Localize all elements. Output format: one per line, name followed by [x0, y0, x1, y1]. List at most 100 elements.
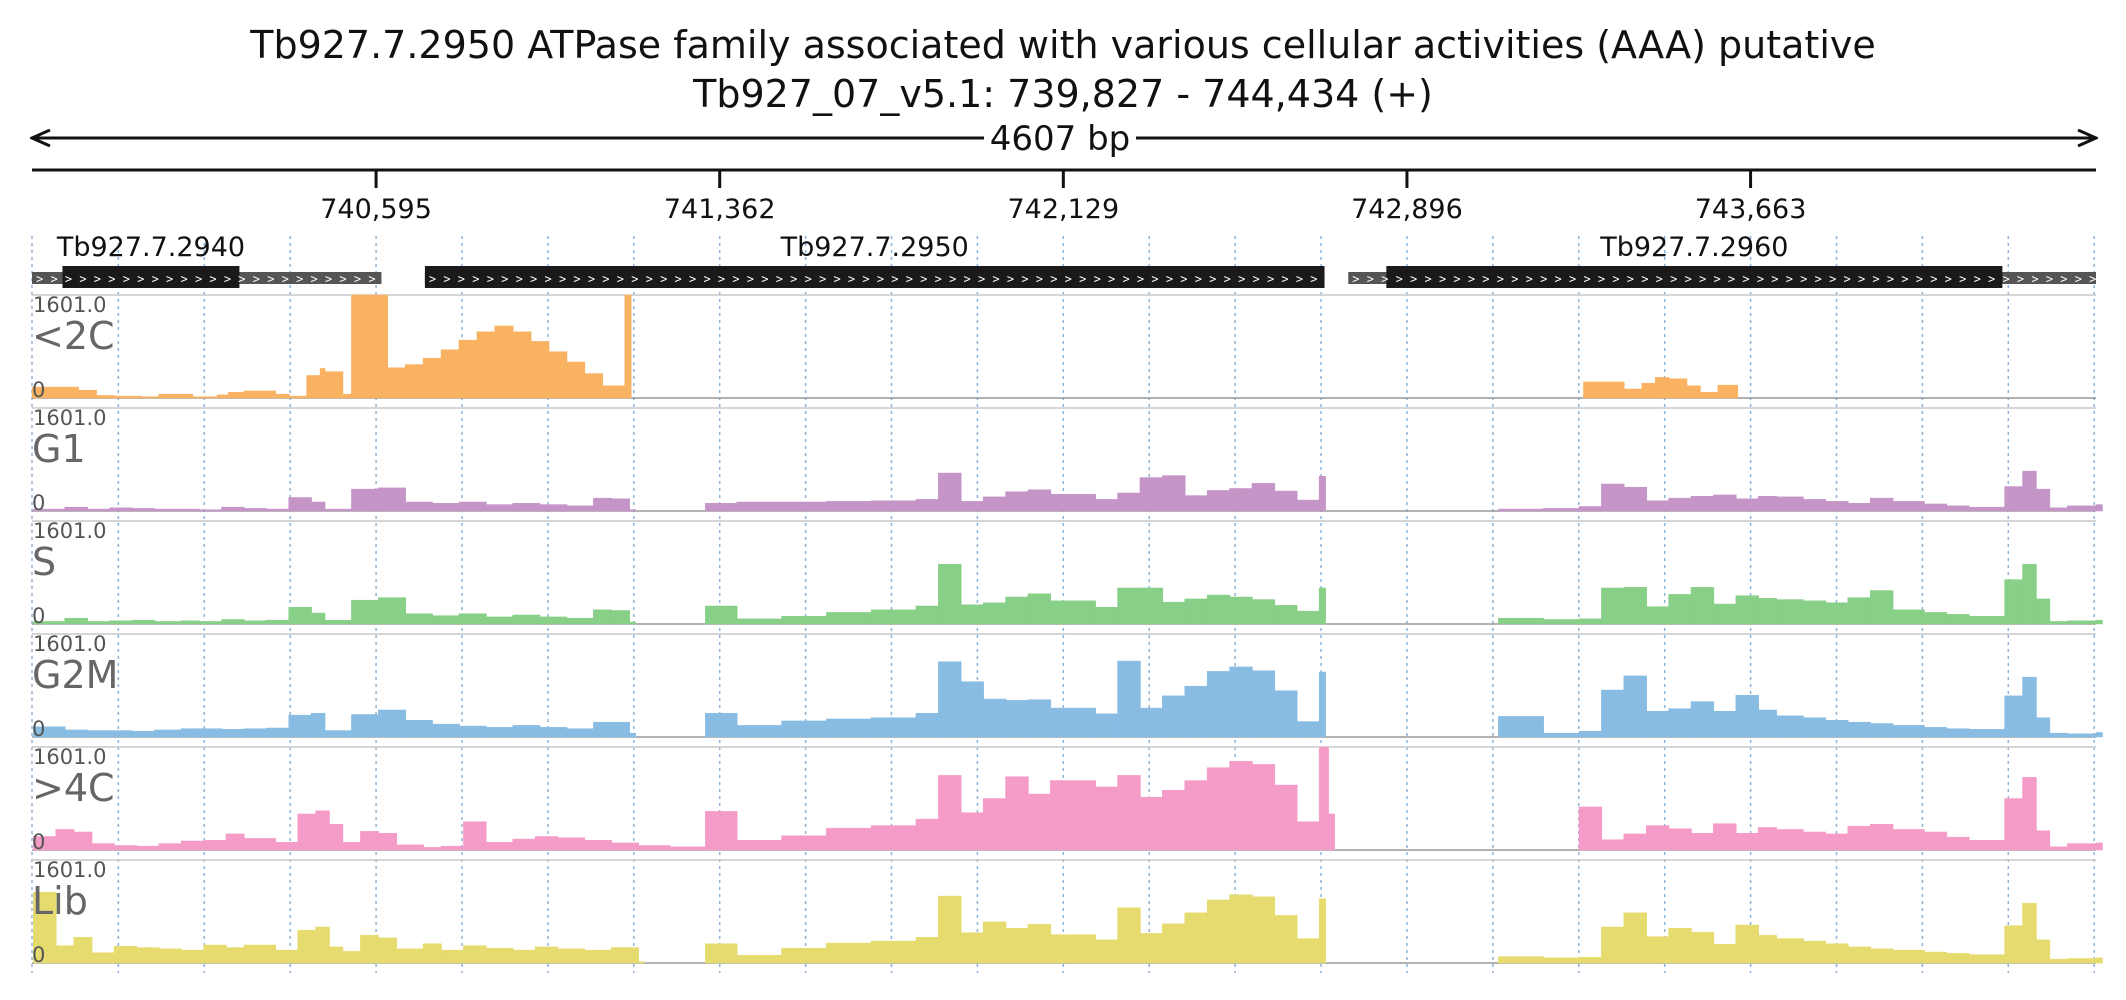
gene-cds	[62, 266, 240, 288]
coverage-bar	[2095, 957, 2103, 964]
coverage-bar	[2035, 939, 2051, 964]
coverage-bar	[982, 921, 1007, 964]
coverage-bar	[826, 827, 872, 851]
coverage-bar	[33, 891, 57, 964]
coverage-bar	[1578, 806, 1603, 851]
coverage-bar	[328, 946, 344, 964]
coverage-bar	[938, 563, 962, 625]
coverage-bar	[1542, 619, 1580, 625]
track-ymax-label: 1601.0	[33, 293, 106, 317]
coverage-bar	[310, 612, 326, 625]
coverage-bar	[1690, 701, 1715, 738]
coverage-bar	[593, 497, 613, 512]
coverage-bar	[225, 833, 245, 851]
coverage-bar	[275, 393, 290, 399]
coverage-bar	[781, 616, 828, 625]
coverage-bar	[1184, 685, 1208, 738]
coverage-bar	[1206, 490, 1231, 512]
coverage-bar	[1923, 612, 1948, 625]
track-ymin-label: 0	[32, 717, 45, 741]
coverage-bar	[310, 501, 326, 512]
coverage-bar	[826, 501, 872, 512]
coverage-bar	[1274, 915, 1298, 964]
coverage-bar	[628, 509, 636, 512]
coverage-bar	[611, 842, 639, 851]
coverage-bar	[2022, 902, 2037, 964]
coverage-bar	[2049, 732, 2069, 738]
coverage-bar	[1251, 896, 1276, 964]
coverage-bar	[1094, 499, 1119, 512]
gene-label: Tb927.7.2960	[1599, 232, 1788, 263]
coverage-bar	[1623, 486, 1647, 512]
coverage-bar	[351, 294, 371, 399]
coverage-bar	[1050, 780, 1096, 851]
coverage-bar	[1923, 503, 1948, 512]
coverage-bar	[1946, 953, 1970, 964]
coverage-bar	[611, 610, 630, 625]
coverage-bar	[1690, 587, 1715, 625]
coverage-bar	[404, 364, 424, 399]
coverage-bar	[982, 602, 1007, 625]
coverage-bar	[1690, 833, 1715, 851]
coverage-bar	[1027, 924, 1052, 964]
track-ymin-label: 0	[32, 491, 45, 515]
coverage-bar	[324, 619, 353, 625]
coverage-bar	[1623, 833, 1647, 851]
coverage-bar	[1027, 793, 1052, 851]
coverage-bar	[705, 943, 738, 964]
coverage-bar	[1139, 707, 1164, 738]
coverage-bar	[1050, 600, 1096, 625]
track-name: G2M	[32, 653, 118, 697]
coverage-bar	[1296, 721, 1320, 738]
coverage-bar	[1318, 746, 1329, 851]
coverage-bar	[310, 712, 326, 738]
coverage-bar	[288, 395, 308, 399]
coverage-bar	[915, 605, 940, 625]
coverage-bar	[1139, 477, 1164, 512]
coverage-bar	[593, 609, 613, 625]
coverage-bar	[158, 843, 182, 851]
coverage-bar	[584, 373, 604, 399]
coverage-bar	[485, 842, 514, 851]
coverage-bar	[1869, 723, 1894, 738]
coverage-bar	[485, 727, 514, 738]
coverage-bar	[378, 937, 397, 964]
coverage-bar	[826, 612, 872, 625]
coverage-bar	[2035, 717, 2051, 738]
coverage-bar	[109, 507, 133, 512]
coverage-bar	[1184, 780, 1208, 851]
coverage-bar	[669, 846, 707, 851]
coverage-bar	[180, 949, 205, 964]
coverage-bar	[198, 621, 223, 625]
coverage-bar	[2022, 777, 2037, 851]
coverage-bar	[705, 503, 738, 512]
coverage-bar	[1229, 596, 1253, 625]
coverage-bar	[982, 698, 1007, 738]
coverage-bar	[1162, 789, 1186, 851]
coverage-bar	[1923, 831, 1948, 851]
coverage-bar	[351, 714, 380, 738]
coverage-bar	[1713, 823, 1737, 851]
coverage-bar	[1583, 381, 1612, 399]
coverage-bar	[378, 709, 406, 738]
coverage-bar	[1542, 508, 1580, 512]
coverage-bar	[275, 949, 299, 964]
coverage-bar	[458, 339, 478, 399]
coverage-bar	[243, 390, 277, 399]
coverage-bar	[960, 932, 984, 964]
coverage-bar	[584, 949, 613, 964]
coverage-bar	[1892, 609, 1925, 625]
coverage-bar	[1601, 587, 1625, 625]
coverage-bar	[602, 385, 626, 399]
coverage-bar	[870, 717, 917, 738]
coverage-bar	[243, 620, 268, 625]
coverage-bar	[1274, 490, 1298, 512]
coverage-bar	[960, 681, 984, 738]
coverage-bar	[960, 604, 984, 625]
coverage-bar	[534, 946, 559, 964]
coverage-bar	[512, 331, 532, 399]
coverage-bar	[136, 845, 160, 851]
coverage-bar	[1735, 924, 1759, 964]
coverage-bar	[539, 616, 568, 625]
